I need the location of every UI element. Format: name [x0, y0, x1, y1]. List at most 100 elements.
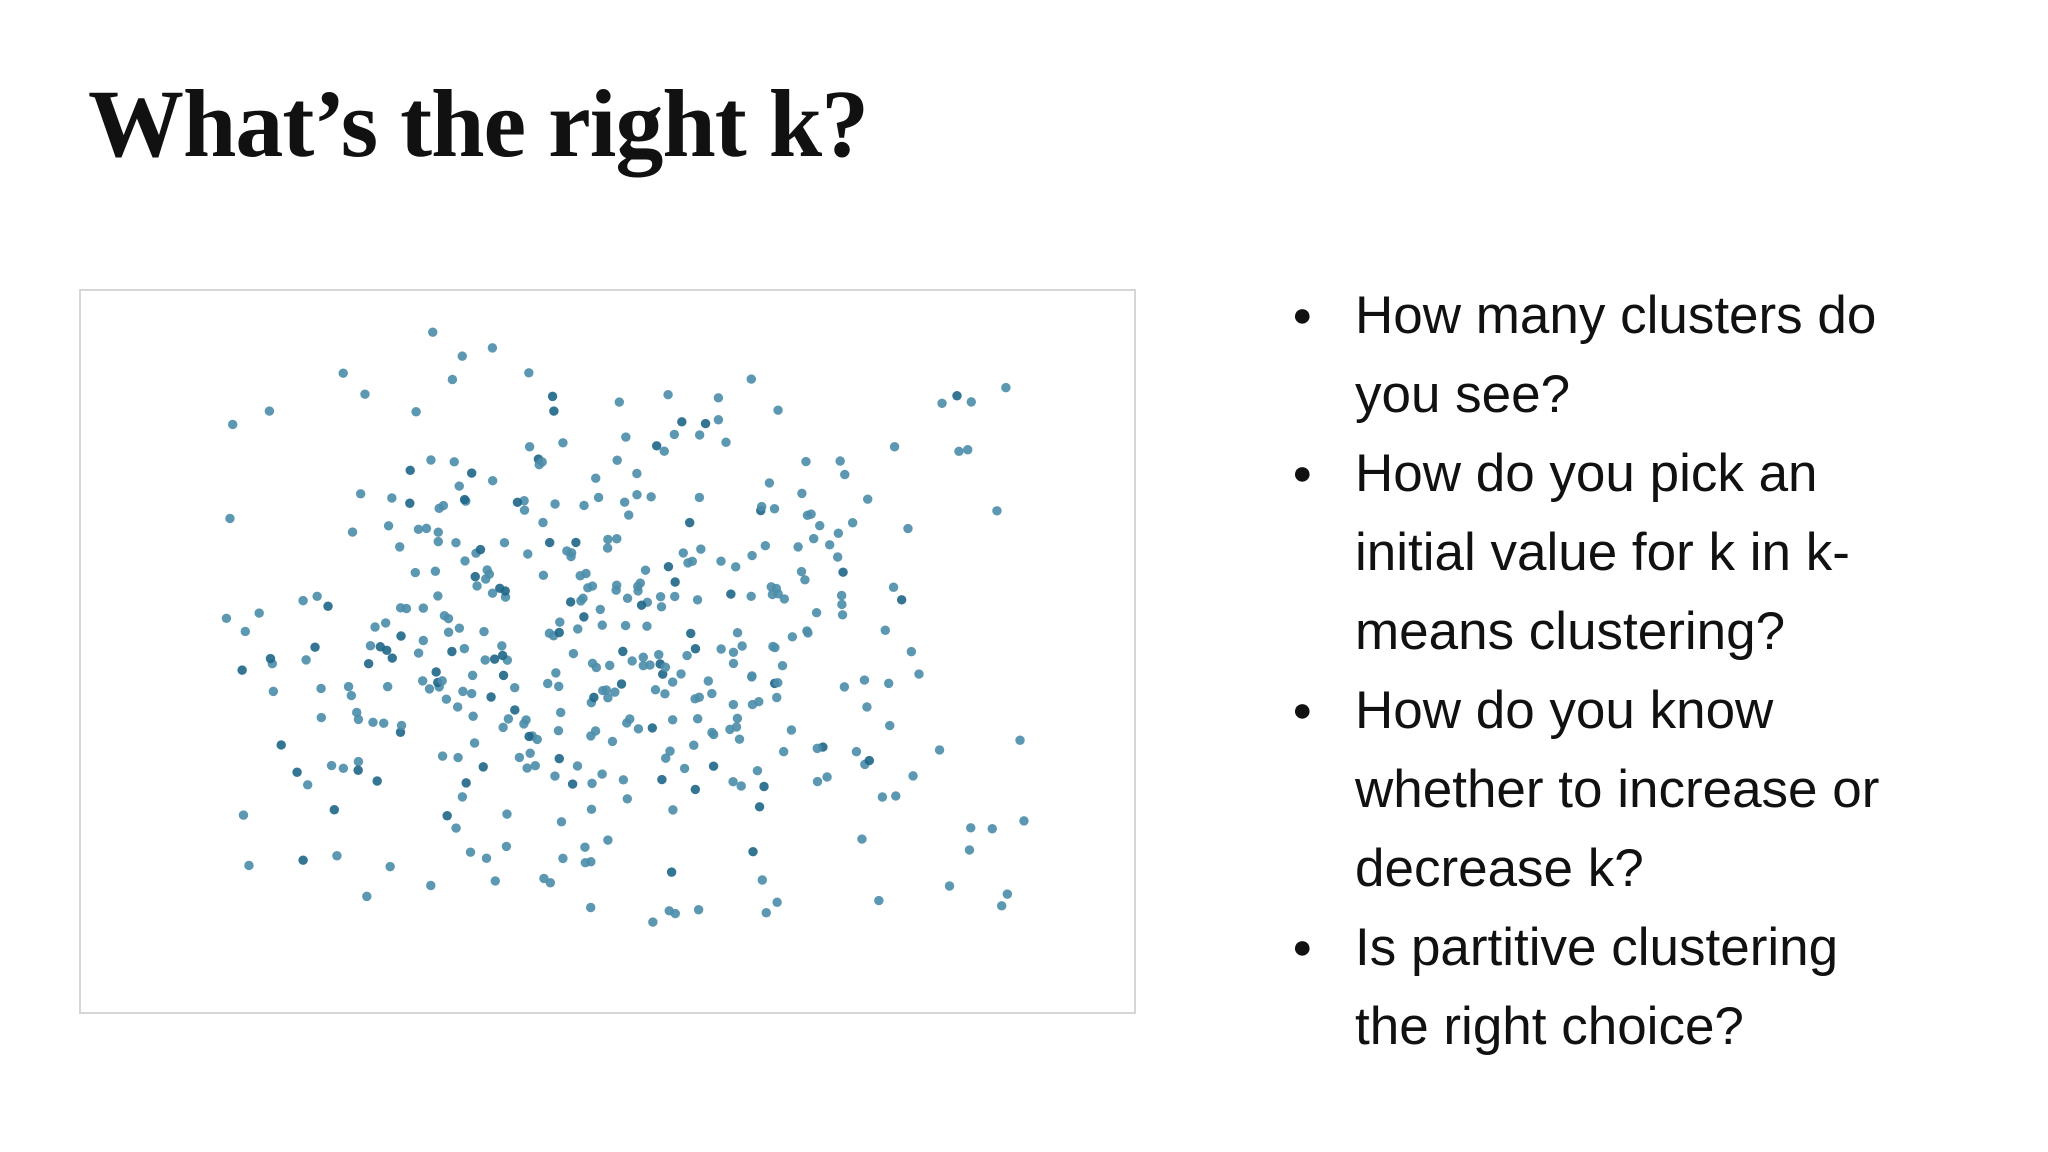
scatter-dot [301, 655, 311, 665]
scatter-dot [682, 650, 692, 661]
scatter-dot [498, 722, 508, 733]
scatter-dot [395, 603, 406, 613]
scatter-dot [431, 667, 441, 677]
scatter-dot [387, 493, 397, 503]
scatter-dot [651, 441, 662, 451]
scatter-dot [837, 599, 847, 610]
scatter-dot [461, 778, 471, 788]
bullet-item: Is partitive clustering the right choice… [1292, 908, 1925, 1066]
scatter-dot [490, 876, 501, 886]
scatter-dot [498, 670, 509, 681]
scatter-dot [716, 556, 726, 566]
scatter-dot [558, 438, 568, 448]
scatter-dot [395, 542, 405, 552]
slide-title: What’s the right k? [88, 70, 869, 177]
scatter-dot [759, 781, 769, 792]
scatter-dot [707, 727, 717, 738]
scatter-dot [568, 648, 579, 659]
scatter-dot [944, 881, 955, 891]
scatter-dot [836, 590, 847, 601]
scatter-dot [963, 445, 973, 455]
scatter-dot [622, 593, 633, 603]
scatter-dot [576, 596, 586, 606]
scatter-dot [837, 610, 848, 620]
scatter-dot [454, 623, 465, 633]
scatter-dot [728, 776, 738, 787]
scatter-dot [716, 644, 726, 654]
scatter-dot [618, 646, 628, 657]
scatter-dot [689, 740, 699, 750]
scatter-dot [503, 714, 514, 724]
scatter-dot [538, 517, 548, 528]
scatter-dot [620, 620, 631, 631]
scatter-dot [579, 500, 589, 511]
scatter-dot [447, 374, 458, 385]
scatter-dot [692, 595, 703, 605]
scatter-dot [265, 653, 276, 664]
scatter-dot [647, 723, 658, 733]
scatter-dot [302, 780, 313, 790]
scatter-dot [667, 677, 678, 687]
scatter-dot [786, 725, 797, 735]
scatter-dot [812, 776, 823, 787]
scatter-dot [353, 765, 363, 775]
scatter-dot [382, 681, 393, 692]
scatter-dot [312, 591, 322, 602]
scatter-dot [734, 734, 745, 744]
scatter-dot [586, 902, 596, 913]
scatter-dot [757, 875, 768, 885]
scatter-dot [413, 648, 424, 658]
scatter-dot [310, 642, 320, 652]
scatter-dot [633, 581, 643, 592]
scatter-dot [815, 520, 825, 531]
scatter-dot [754, 802, 765, 812]
scatter-dot [433, 536, 443, 547]
scatter-dot [851, 746, 862, 757]
scatter-dot [437, 751, 448, 761]
scatter-dot [454, 481, 464, 491]
scatter-dot [903, 523, 913, 534]
scatter-dot [487, 343, 498, 353]
scatter-dot [966, 397, 976, 407]
scatter-dot [906, 646, 917, 657]
scatter-dot [660, 753, 671, 763]
scatter-dot [443, 627, 454, 637]
scatter-dot [862, 494, 873, 504]
scatter-dot [438, 500, 449, 511]
scatter-dot [268, 686, 279, 697]
scatter-dot [221, 613, 232, 624]
scatter-dot [771, 583, 782, 594]
scatter-dot [481, 853, 492, 863]
scatter-dot [603, 835, 613, 845]
scatter-dot [754, 696, 764, 707]
scatter-dot [555, 617, 565, 627]
scatter-dot [486, 692, 496, 702]
scatter-dot [840, 469, 850, 480]
scatter-dot [726, 589, 736, 599]
scatter-dot [732, 713, 743, 724]
bullet-item: How do you pick an initial value for k i… [1292, 434, 1925, 671]
scatter-dot [430, 566, 441, 576]
scatter-dot [238, 810, 249, 820]
scatter-dot [543, 678, 553, 689]
scatter-dot [624, 510, 634, 520]
scatter-dot [773, 405, 783, 415]
scatter-dot [480, 655, 490, 665]
scatter-dot [811, 607, 822, 618]
scatter-dot [603, 693, 613, 703]
scatter-dot [693, 905, 704, 915]
scatter-dot [451, 537, 461, 548]
scatter-dot [365, 641, 376, 651]
scatter-dot [618, 775, 629, 785]
scatter-dot [812, 743, 822, 754]
scatter-dot [565, 597, 576, 607]
scatter-dot [510, 705, 520, 715]
scatter-dot [603, 534, 613, 545]
scatter-dot [966, 823, 976, 833]
scatter-dot [824, 540, 835, 550]
scatter-dot [566, 548, 577, 558]
scatter-dot [411, 407, 421, 417]
scatter-dot [451, 823, 461, 833]
scatter-dot [452, 702, 463, 712]
